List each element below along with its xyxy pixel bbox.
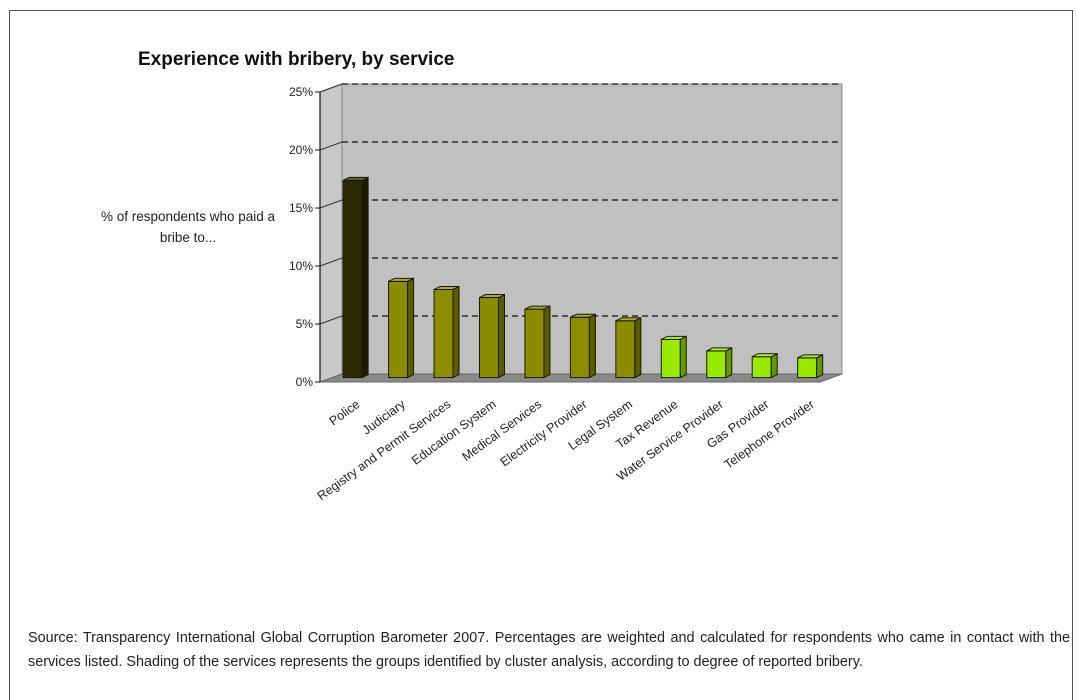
bar-top [388, 277, 414, 282]
gridline-side [319, 257, 343, 267]
bar-side [361, 176, 369, 379]
bar-side [497, 293, 505, 379]
bar-side [588, 313, 596, 379]
bar [797, 357, 818, 379]
bar [342, 179, 363, 379]
bar-top [524, 305, 551, 310]
bar-side [679, 335, 687, 379]
chart-title: Experience with bribery, by service [138, 49, 454, 70]
y-axis-label: % of respondents who paid a bribe to... [100, 209, 276, 245]
bar [388, 280, 409, 379]
bar-side [634, 316, 642, 379]
gridline-side [319, 199, 343, 209]
gridline-side [319, 141, 343, 151]
bar-top [342, 176, 369, 181]
y-tick-label: 20% [289, 143, 313, 157]
bar [524, 308, 545, 379]
chart-frame [9, 10, 1073, 700]
bar-side [770, 352, 778, 379]
bar [569, 316, 590, 379]
gridline-side [319, 315, 343, 325]
bar [433, 288, 454, 379]
bar-side [725, 347, 733, 379]
x-tick-label: Education System [409, 397, 499, 468]
bar-top [751, 353, 778, 358]
x-tick-label: Police [327, 397, 363, 428]
source-note: Source: Transparency International Globa… [28, 630, 1070, 670]
bar-top [479, 294, 505, 299]
bar [615, 320, 636, 379]
y-tick-label: 5% [296, 317, 314, 331]
bar-top [706, 347, 732, 352]
y-tick-label: 10% [289, 259, 313, 273]
bar [706, 350, 727, 379]
bar-top [615, 317, 642, 322]
bar-top [661, 335, 687, 340]
bar [751, 356, 772, 379]
bar-top [433, 285, 460, 290]
bar-side [452, 285, 460, 379]
bar-side [816, 354, 824, 379]
bar [478, 297, 499, 379]
bar-top [797, 354, 823, 359]
bar-top [570, 313, 596, 318]
gridline-side [319, 83, 343, 93]
y-tick-label: 15% [289, 201, 313, 215]
bar [660, 338, 681, 379]
y-tick-label: 25% [289, 85, 313, 99]
bar-side [407, 277, 415, 379]
bar-side [543, 305, 551, 379]
side-wall [319, 83, 343, 383]
y-tick-label: 0% [296, 375, 314, 389]
